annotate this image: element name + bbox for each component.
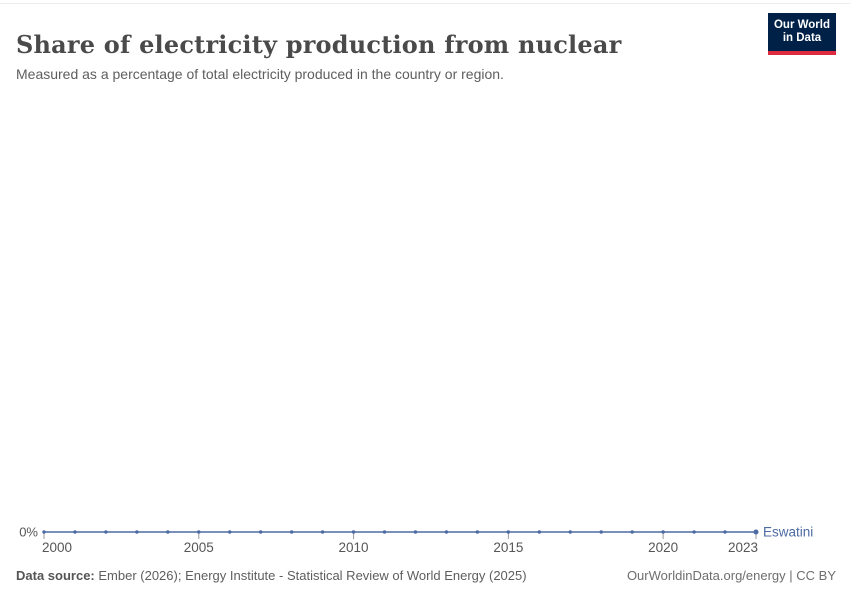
data-point[interactable] <box>475 530 480 534</box>
y-axis-tick-label: 0% <box>19 525 38 540</box>
entity-label[interactable]: Eswatini <box>763 525 813 540</box>
data-point[interactable] <box>444 530 449 534</box>
data-source-label: Data source: <box>16 568 95 583</box>
x-axis-tick-label: 2005 <box>184 540 214 555</box>
data-point[interactable] <box>537 530 542 534</box>
data-point[interactable] <box>197 530 201 534</box>
data-point[interactable] <box>351 530 356 534</box>
owid-logo-text-line2: in Data <box>782 32 822 44</box>
data-point[interactable] <box>630 530 634 534</box>
data-point[interactable] <box>413 530 418 534</box>
data-point[interactable] <box>166 530 170 534</box>
data-point[interactable] <box>506 530 511 534</box>
data-point[interactable] <box>258 530 263 534</box>
data-point[interactable] <box>135 530 139 534</box>
attribution-link[interactable]: OurWorldinData.org/energy | CC BY <box>626 568 836 583</box>
data-point[interactable] <box>568 530 572 534</box>
x-axis-tick-label: 2000 <box>42 540 72 555</box>
data-point[interactable] <box>692 530 696 534</box>
data-point[interactable] <box>753 529 759 535</box>
data-source-text: Ember (2026); Energy Institute - Statist… <box>94 568 527 583</box>
data-point[interactable] <box>661 530 665 534</box>
data-point[interactable] <box>73 530 77 534</box>
data-point[interactable] <box>228 530 232 534</box>
data-point[interactable] <box>382 530 387 534</box>
owid-logo-text-line1: Our World <box>773 19 830 31</box>
data-point[interactable] <box>599 530 603 534</box>
data-point[interactable] <box>42 530 46 534</box>
top-divider <box>0 3 850 4</box>
x-axis-tick-label: 2020 <box>648 540 678 555</box>
x-axis-tick-label: 2023 <box>728 540 758 555</box>
owid-logo[interactable]: Our World in Data <box>768 13 836 55</box>
chart-subtitle: Measured as a percentage of total electr… <box>16 66 504 82</box>
x-axis-tick-label: 2010 <box>339 540 369 555</box>
page-title: Share of electricity production from nuc… <box>16 30 622 60</box>
x-axis-tick-label: 2015 <box>493 540 523 555</box>
chart-footer: Data source: Ember (2026); Energy Instit… <box>16 568 836 583</box>
data-point[interactable] <box>289 530 294 534</box>
data-point[interactable] <box>723 530 727 534</box>
data-point[interactable] <box>104 530 108 534</box>
data-source-note: Data source: Ember (2026); Energy Instit… <box>16 568 527 583</box>
data-point[interactable] <box>320 530 325 534</box>
